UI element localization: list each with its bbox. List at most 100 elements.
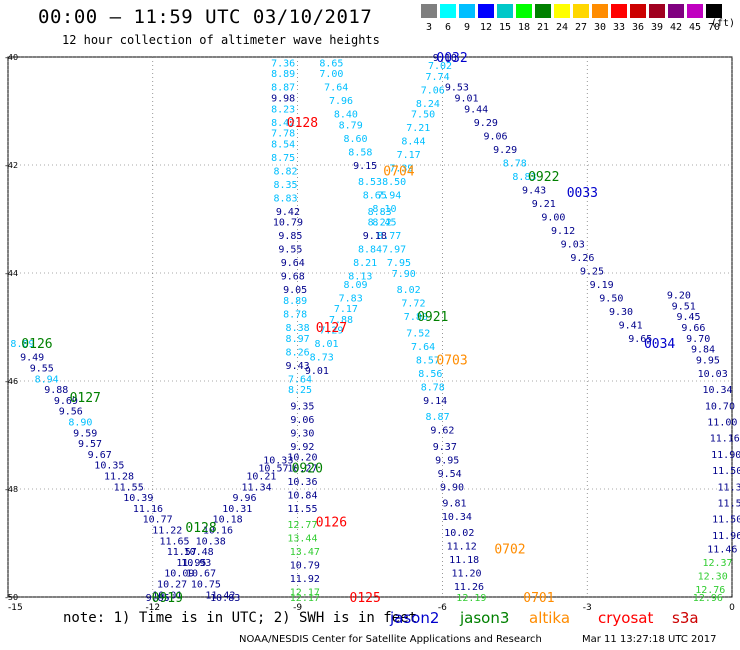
wave-height-label: 11.00	[707, 418, 737, 429]
color-scale-label: 15	[498, 22, 512, 33]
wave-height-label: 8.24	[416, 99, 440, 110]
wave-height-label: 10.33	[263, 455, 293, 466]
wave-height-label: 10.21	[246, 472, 276, 483]
color-scale-label: 27	[574, 22, 588, 33]
wave-height-label: 9.20	[667, 291, 691, 302]
footer-timestamp: Mar 11 13:27:18 UTC 2017	[582, 634, 717, 645]
wave-height-label: 7.64	[324, 83, 348, 94]
wave-height-label: 9.96	[232, 493, 256, 504]
wave-height-label: 10.70	[705, 401, 735, 412]
pass-time-label: 0701	[523, 591, 554, 606]
wave-height-label: 8.21	[353, 258, 377, 269]
wave-height-label: 10.03	[698, 369, 728, 380]
wave-height-label: 7.78	[271, 129, 295, 140]
wave-height-label: 9.18	[433, 53, 457, 64]
wave-height-label: 8.44	[401, 137, 425, 148]
wave-height-label: 9.95	[696, 355, 720, 366]
pass-time-label: 0126	[21, 337, 52, 352]
wave-height-label: 11.50	[712, 466, 740, 477]
x-tick-label: -12	[145, 603, 160, 613]
wave-height-label: 11.26	[454, 582, 484, 593]
wave-height-label: 10.34	[702, 385, 732, 396]
wave-height-label: 7.50	[411, 110, 435, 121]
wave-height-label: 10.27	[287, 463, 317, 474]
wave-height-label: 8.54	[271, 139, 295, 150]
wave-height-label: 7.74	[426, 72, 450, 83]
wave-height-label: 11.65	[159, 536, 189, 547]
wave-height-label: 9.68	[281, 272, 305, 283]
chart-subtitle: 12 hour collection of altimeter wave hei…	[62, 33, 380, 47]
wave-height-label: 10.67	[186, 569, 216, 580]
wave-height-label: 13.44	[287, 534, 317, 545]
wave-height-label: 11.90	[711, 450, 740, 461]
legend-entry-jason3: jason3	[460, 609, 510, 627]
wave-height-label: 9.30	[609, 307, 633, 318]
color-swatch	[668, 4, 684, 18]
y-tick-label: -48	[5, 485, 18, 494]
color-swatch	[459, 4, 475, 18]
wave-height-label: 7.29	[319, 326, 343, 337]
wave-height-label: 9.21	[532, 199, 556, 210]
color-scale-label: 21	[536, 22, 550, 33]
pass-time-label: 0702	[494, 542, 525, 557]
wave-height-label: 9.57	[78, 439, 102, 450]
wave-height-label: 10.34	[442, 512, 472, 523]
wave-height-label: 11.16	[133, 504, 163, 515]
wave-height-label: 8.56	[418, 369, 442, 380]
wave-height-label: 9.01	[454, 94, 478, 105]
color-swatch	[421, 4, 437, 18]
wave-height-label: 10.18	[213, 515, 243, 526]
wave-height-label: 9.95	[435, 455, 459, 466]
wave-height-label: 9.41	[619, 320, 643, 331]
wave-height-label: 9.29	[474, 118, 498, 129]
pass-time-label: 0032	[436, 51, 467, 66]
color-swatch	[478, 4, 494, 18]
color-swatch	[630, 4, 646, 18]
color-scale-label: 33	[612, 22, 626, 33]
color-swatch	[497, 4, 513, 18]
wave-height-label: 9.85	[278, 231, 302, 242]
pass-time-label: 0127	[70, 391, 101, 406]
wave-height-label: 11.5	[718, 499, 740, 510]
color-scale-label: 9	[463, 22, 471, 33]
wave-height-label: 10.84	[287, 490, 317, 501]
wave-height-label: 9.30	[290, 428, 314, 439]
wave-height-label: 12.96	[693, 593, 723, 604]
wave-height-label: 9.64	[281, 258, 305, 269]
color-swatch	[573, 4, 589, 18]
wave-height-label: 9.15	[353, 161, 377, 172]
wave-height-label: 9.85	[146, 593, 170, 604]
wave-height-label: 8.42	[271, 118, 295, 129]
wave-height-label: 10.35	[94, 461, 124, 472]
wave-height-label: 10.83	[210, 593, 240, 604]
wave-height-label: 11.28	[104, 472, 134, 483]
wave-height-label: 8.01	[315, 339, 339, 350]
wave-height-label: 7.64	[411, 342, 435, 353]
wave-height-label: 9.43	[286, 361, 310, 372]
wave-height-label: 9.51	[672, 301, 696, 312]
color-scale-label: 24	[555, 22, 569, 33]
wave-height-label: 11.95	[176, 558, 206, 569]
pass-time-label: 0034	[644, 337, 675, 352]
wave-height-label: 9.06	[483, 131, 507, 142]
color-scale-unit: (ft)	[711, 18, 736, 29]
color-scale-label: 70	[707, 22, 721, 33]
wave-height-label: 9.53	[445, 83, 469, 94]
wave-height-label: 8.35	[273, 180, 297, 191]
wave-height-label: 8.53	[358, 177, 382, 188]
wave-height-label: 8.83	[512, 172, 536, 183]
wave-height-label: 9.98	[271, 94, 295, 105]
wave-height-label: 9.67	[88, 450, 112, 461]
wave-height-label: 8.38	[286, 323, 310, 334]
wave-height-label: 8.60	[343, 134, 367, 145]
wave-height-label: 11.46	[707, 544, 737, 555]
wave-height-label: 7.52	[406, 328, 430, 339]
wave-height-label: 9.42	[276, 207, 300, 218]
x-tick-label: -15	[8, 603, 23, 613]
wave-height-label: 8.90	[68, 418, 92, 429]
footer-credit: NOAA/NESDIS Center for Satellite Applica…	[239, 634, 542, 645]
wave-height-label: 8.25	[288, 385, 312, 396]
color-swatch	[440, 4, 456, 18]
wave-height-label: 9.88	[44, 385, 68, 396]
wave-height-label: 10.36	[287, 477, 317, 488]
